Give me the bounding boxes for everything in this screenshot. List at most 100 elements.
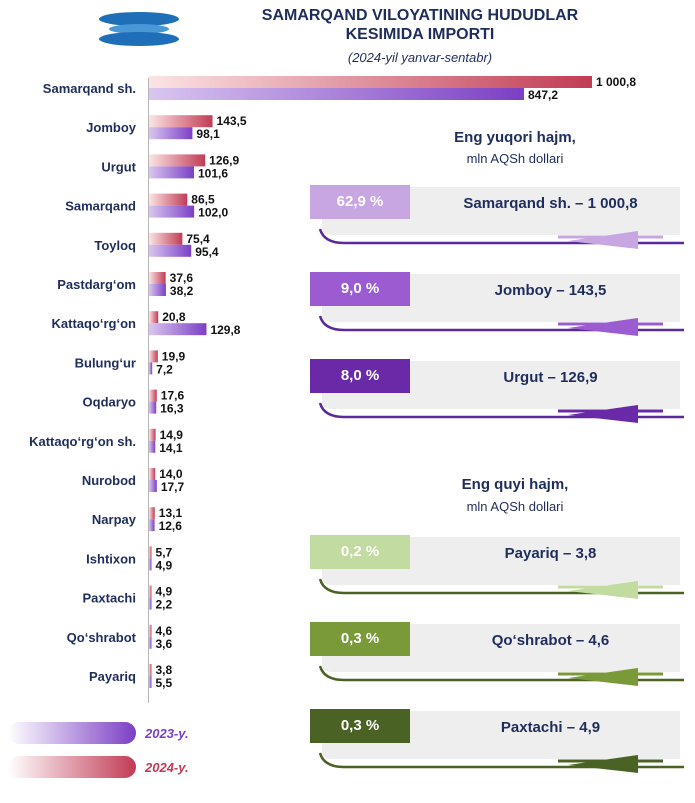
card-background xyxy=(318,361,684,423)
value-label-2023: 101,6 xyxy=(198,166,228,180)
bar-2023 xyxy=(149,88,525,100)
value-label-2024: 86,5 xyxy=(191,193,215,207)
value-label-2024: 4,6 xyxy=(156,624,173,638)
value-label-2024: 13,1 xyxy=(159,506,183,520)
bar-2023 xyxy=(149,166,194,179)
bar-2024 xyxy=(149,76,592,88)
category-label: Bulung‘ur xyxy=(75,355,136,370)
bar-2024 xyxy=(149,193,188,206)
bottom-section-title: Eng quyi hajm, xyxy=(461,476,569,493)
card-text: Urgut – 126,9 xyxy=(503,369,598,386)
category-label: Ishtixon xyxy=(86,551,136,566)
value-label-2024: 17,6 xyxy=(161,389,185,403)
bar-2024 xyxy=(149,664,152,676)
value-label-2023: 129,8 xyxy=(210,323,240,337)
ranking-card: 9,0 % Jomboy – 143,5 xyxy=(310,270,686,336)
category-label: Urgut xyxy=(101,159,136,174)
card-background xyxy=(318,537,684,599)
card-background xyxy=(318,711,684,773)
category-label: Nurobod xyxy=(82,473,136,488)
value-label-2024: 3,8 xyxy=(156,663,173,677)
category-label: Samarqand xyxy=(65,199,136,214)
value-label-2023: 98,1 xyxy=(196,127,220,141)
value-label-2023: 7,2 xyxy=(156,362,173,376)
legend-label-2024: 2024-y. xyxy=(145,760,189,775)
value-label-2023: 102,0 xyxy=(198,206,228,220)
value-label-2024: 14,9 xyxy=(160,428,184,442)
category-axis xyxy=(148,78,149,703)
legend-swatch-2023 xyxy=(8,722,136,744)
card-percent-badge: 62,9 % xyxy=(310,185,410,219)
bar-2023 xyxy=(149,597,152,610)
card-text: Qo‘shrabot – 4,6 xyxy=(491,632,610,649)
logo-icon xyxy=(99,12,179,46)
bar-2024 xyxy=(149,507,155,520)
card-percent-badge: 0,2 % xyxy=(310,535,410,569)
card-background xyxy=(318,274,684,336)
value-label-2023: 17,7 xyxy=(161,480,185,494)
category-label: Jomboy xyxy=(86,120,137,135)
value-label-2023: 95,4 xyxy=(195,245,219,259)
category-label: Samarqand sh. xyxy=(43,81,136,96)
value-label-2024: 4,9 xyxy=(156,585,173,599)
title-line-2: KESIMIDA IMPORTI xyxy=(345,26,495,43)
ranking-card: 0,2 % Payariq – 3,8 xyxy=(310,533,686,599)
bar-2023 xyxy=(149,323,207,336)
category-label: Paxtachi xyxy=(83,591,136,606)
value-label-2024: 19,9 xyxy=(162,349,186,363)
bar-2023 xyxy=(149,401,157,414)
value-label-2024: 126,9 xyxy=(209,153,239,167)
chart-title: SAMARQAND VILOYATINING HUDUDLAR KESIMIDA… xyxy=(210,6,630,44)
chart-subtitle: (2024-yil yanvar-sentabr) xyxy=(347,50,493,65)
bar-2023 xyxy=(149,558,152,571)
bar-2024 xyxy=(149,624,152,637)
legend-label-2023: 2023-y. xyxy=(145,726,189,741)
bar-2024 xyxy=(149,585,152,598)
bar-2024 xyxy=(149,350,158,363)
bar-2024 xyxy=(149,232,183,245)
value-label-2024: 143,5 xyxy=(217,114,247,128)
value-label-2023: 4,9 xyxy=(156,558,173,572)
top-section-title: Eng yuqori hajm, xyxy=(454,129,576,146)
bar-2024 xyxy=(149,468,156,480)
category-label: Kattaqo‘rg‘on xyxy=(52,316,137,331)
bar-2023 xyxy=(149,127,193,140)
value-label-2024: 37,6 xyxy=(170,271,194,285)
value-label-2024: 20,8 xyxy=(162,310,186,324)
bar-2024 xyxy=(149,428,156,441)
card-percent-badge: 0,3 % xyxy=(310,709,410,743)
bar-2023 xyxy=(149,480,157,492)
card-text: Jomboy – 143,5 xyxy=(494,282,607,299)
top-section-unit: mln AQSh dollari xyxy=(466,151,564,166)
bar-2023 xyxy=(149,244,192,257)
title-line-1: SAMARQAND VILOYATINING HUDUDLAR xyxy=(261,7,579,24)
value-label-2023: 2,2 xyxy=(156,598,173,612)
card-text: Payariq – 3,8 xyxy=(504,545,597,562)
legend-swatch-2024 xyxy=(8,756,136,778)
category-label: Pastdarg‘om xyxy=(57,277,136,292)
card-percent-badge: 8,0 % xyxy=(310,359,410,393)
card-text: Paxtachi – 4,9 xyxy=(500,719,601,736)
bar-2024 xyxy=(149,389,157,402)
bar-2023 xyxy=(149,284,166,296)
bar-2024 xyxy=(149,154,206,167)
category-label: Qo‘shrabot xyxy=(67,630,137,645)
value-label-2024: 5,7 xyxy=(156,545,173,559)
value-label-2023: 38,2 xyxy=(170,284,194,298)
bar-2023 xyxy=(149,362,153,375)
card-percent-badge: 0,3 % xyxy=(310,622,410,656)
bar-2024 xyxy=(149,115,213,128)
ranking-card: 0,3 % Paxtachi – 4,9 xyxy=(310,707,686,773)
bar-2023 xyxy=(149,676,152,688)
card-text: Samarqand sh. – 1 000,8 xyxy=(463,195,638,212)
category-label: Toyloq xyxy=(94,238,136,253)
bar-2023 xyxy=(149,440,156,453)
category-label: Payariq xyxy=(89,669,136,684)
category-label: Oqdaryo xyxy=(83,395,137,410)
bar-2023 xyxy=(149,519,155,532)
bar-2024 xyxy=(149,311,159,324)
value-label-2023: 14,1 xyxy=(159,441,183,455)
bottom-section-unit: mln AQSh dollari xyxy=(466,499,564,514)
bar-2024 xyxy=(149,272,166,284)
